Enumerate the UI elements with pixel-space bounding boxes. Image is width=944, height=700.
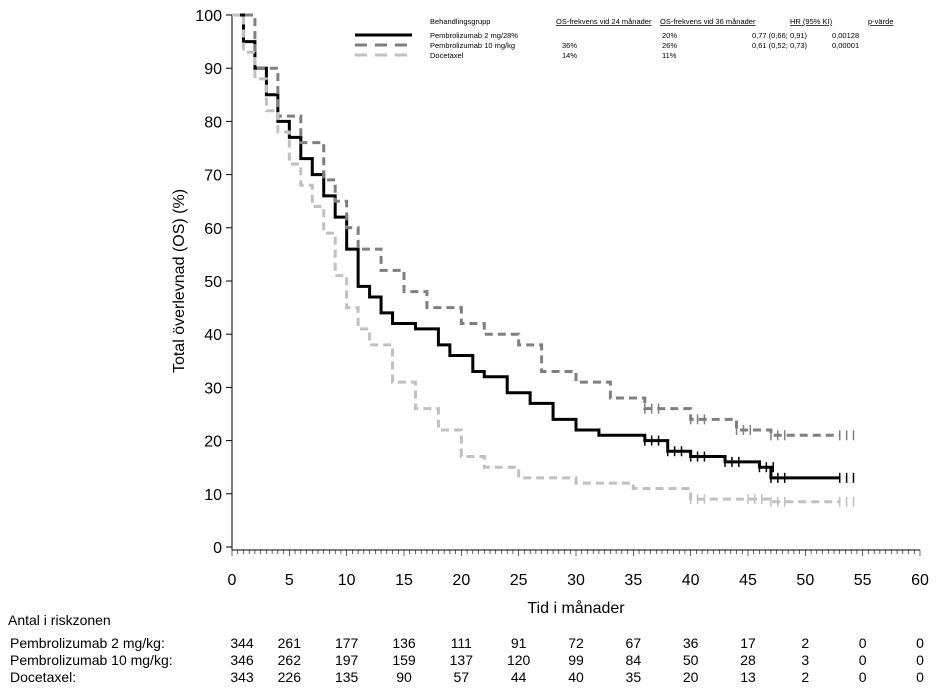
- risk-value: 28: [740, 652, 756, 668]
- legend-cell: 11%: [662, 51, 677, 60]
- risk-row-label: Docetaxel:: [10, 669, 77, 685]
- risk-value: 72: [568, 635, 584, 651]
- legend-cell: 20%: [662, 31, 677, 40]
- risk-value: 13: [740, 669, 756, 685]
- y-tick-label: 40: [204, 327, 222, 344]
- risk-value: 346: [230, 652, 254, 668]
- risk-value: 84: [625, 652, 642, 668]
- risk-row-label: Pembrolizumab 2 mg/kg:: [10, 635, 165, 651]
- risk-value: 344: [230, 635, 254, 651]
- risk-value: 91: [510, 635, 527, 651]
- risk-value: 261: [277, 635, 301, 651]
- risk-table-title: Antal i riskzonen: [8, 612, 111, 628]
- legend-cell: Pembrolizumab 2 mg/28%: [430, 31, 518, 40]
- risk-value: 35: [625, 669, 642, 685]
- x-tick-label: 25: [510, 572, 528, 589]
- risk-row-label: Pembrolizumab 10 mg/kg:: [10, 652, 173, 668]
- legend-cell: 14%: [562, 51, 577, 60]
- risk-value: 2: [801, 635, 810, 651]
- risk-value: 99: [568, 652, 584, 668]
- y-tick-label: 70: [204, 168, 222, 185]
- y-tick-label: 60: [204, 221, 222, 238]
- risk-value: 135: [334, 669, 359, 685]
- x-tick-label: 50: [796, 572, 814, 589]
- risk-value: 177: [334, 635, 359, 651]
- x-tick-label: 15: [395, 572, 413, 589]
- legend-cell: Pembrolizumab 10 mg/kg: [430, 41, 515, 50]
- x-tick-label: 55: [854, 572, 872, 589]
- legend-header: OS-frekvens vid 36 månader: [660, 17, 756, 26]
- x-tick-label: 35: [624, 572, 642, 589]
- series-line-2: [232, 13, 840, 504]
- legend-cell: 0,77 (0,66; 0,91): [752, 31, 808, 40]
- legend-header: OS-frekvens vid 24 månader: [556, 17, 652, 26]
- y-tick-label: 0: [213, 540, 222, 557]
- legend-header: HR (95% KI): [790, 17, 833, 26]
- x-tick-label: 10: [338, 572, 356, 589]
- y-tick-label: 30: [204, 380, 222, 397]
- y-tick-label: 80: [204, 114, 222, 131]
- risk-value: 0: [858, 669, 867, 685]
- risk-value: 262: [277, 652, 301, 668]
- legend-header: Behandlingsgrupp: [430, 17, 490, 26]
- y-axis-label: Total överlevnad (OS) (%): [171, 189, 188, 373]
- y-tick-label: 20: [204, 434, 222, 451]
- risk-value: 159: [392, 652, 416, 668]
- risk-value: 2: [801, 669, 810, 685]
- y-tick-label: 50: [204, 274, 222, 291]
- risk-value: 136: [392, 635, 416, 651]
- series-line-1: [232, 13, 840, 437]
- x-tick-label: 45: [739, 572, 757, 589]
- x-tick-label: 40: [682, 572, 700, 589]
- risk-value: 0: [916, 635, 924, 651]
- risk-value: 137: [449, 652, 473, 668]
- risk-value: 17: [740, 635, 756, 651]
- risk-value: 120: [506, 652, 531, 668]
- legend-cell: 36%: [562, 41, 577, 50]
- x-tick-label: 5: [285, 572, 294, 589]
- risk-value: 36: [682, 635, 699, 651]
- risk-value: 50: [682, 652, 699, 668]
- x-tick-label: 20: [452, 572, 470, 589]
- risk-value: 111: [450, 635, 472, 651]
- risk-value: 343: [230, 669, 254, 685]
- risk-value: 57: [453, 669, 470, 685]
- legend-cell: 0,61 (0,52; 0,73): [752, 41, 808, 50]
- risk-value: 40: [568, 669, 584, 685]
- legend-cell: 0,00001: [832, 41, 859, 50]
- risk-value: 0: [916, 669, 924, 685]
- risk-value: 197: [334, 652, 359, 668]
- legend-cell: 0,00128: [832, 31, 859, 40]
- risk-value: 90: [396, 669, 412, 685]
- x-tick-label: 0: [228, 572, 237, 589]
- series-line-0: [232, 13, 840, 480]
- risk-value: 3: [801, 652, 810, 668]
- risk-value: 0: [916, 652, 924, 668]
- y-tick-label: 10: [204, 487, 222, 504]
- legend-header: p-värde: [868, 17, 893, 26]
- risk-value: 67: [625, 635, 642, 651]
- risk-value: 44: [510, 669, 527, 685]
- risk-value: 226: [277, 669, 301, 685]
- risk-value: 0: [858, 652, 867, 668]
- legend-cell: Docetaxel: [430, 51, 464, 60]
- legend: Behandlingsgrupp OS-frekvens vid 24 månad…: [355, 17, 893, 60]
- x-tick-label: 30: [567, 572, 585, 589]
- risk-value: 20: [682, 669, 699, 685]
- risk-value: 0: [858, 635, 867, 651]
- y-tick-label: 100: [195, 8, 222, 25]
- x-axis-label: Tid i månader: [527, 599, 625, 617]
- y-tick-label: 90: [204, 61, 222, 78]
- legend-cell: 26%: [662, 41, 677, 50]
- x-tick-label: 60: [911, 572, 929, 589]
